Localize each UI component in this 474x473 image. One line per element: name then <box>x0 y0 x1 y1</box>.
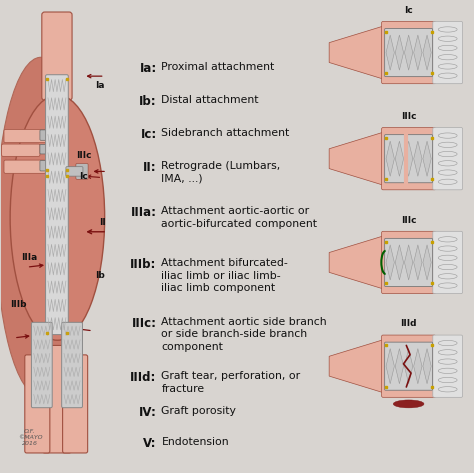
FancyBboxPatch shape <box>384 28 433 77</box>
Polygon shape <box>414 35 422 70</box>
FancyBboxPatch shape <box>384 238 433 287</box>
FancyBboxPatch shape <box>40 145 61 154</box>
Polygon shape <box>386 245 394 280</box>
Ellipse shape <box>0 57 86 397</box>
Polygon shape <box>414 141 422 176</box>
FancyBboxPatch shape <box>4 160 46 173</box>
Text: Attachment aortic-aortic or
aortic-bifurcated component: Attachment aortic-aortic or aortic-bifur… <box>161 206 318 228</box>
Polygon shape <box>423 349 431 384</box>
FancyBboxPatch shape <box>40 160 60 171</box>
Text: IIIc:: IIIc: <box>132 317 156 330</box>
FancyBboxPatch shape <box>382 335 436 397</box>
Polygon shape <box>386 141 394 176</box>
FancyBboxPatch shape <box>40 130 63 140</box>
Text: IIIb:: IIIb: <box>130 258 156 271</box>
FancyBboxPatch shape <box>46 75 68 334</box>
Ellipse shape <box>10 95 105 340</box>
Text: Graft tear, perforation, or
fracture: Graft tear, perforation, or fracture <box>161 371 301 394</box>
Polygon shape <box>404 35 413 70</box>
Text: IIIa:: IIIa: <box>131 206 156 219</box>
Text: IV:: IV: <box>139 406 156 419</box>
Polygon shape <box>404 245 413 280</box>
Polygon shape <box>414 349 422 384</box>
Text: Retrograde (Lumbars,
IMA, ...): Retrograde (Lumbars, IMA, ...) <box>161 161 281 184</box>
Polygon shape <box>404 349 413 384</box>
Polygon shape <box>395 35 403 70</box>
Text: V:: V: <box>143 437 156 450</box>
Polygon shape <box>423 141 431 176</box>
Text: II:: II: <box>143 161 156 174</box>
Polygon shape <box>423 245 431 280</box>
Text: O.F.
©MAYO
2016: O.F. ©MAYO 2016 <box>18 429 42 447</box>
Text: Attachment aortic side branch
or side branch-side branch
component: Attachment aortic side branch or side br… <box>161 317 327 352</box>
Polygon shape <box>386 35 394 70</box>
FancyBboxPatch shape <box>382 21 436 84</box>
FancyBboxPatch shape <box>31 322 52 408</box>
Polygon shape <box>414 245 422 280</box>
FancyBboxPatch shape <box>1 144 40 156</box>
FancyBboxPatch shape <box>384 342 433 390</box>
Text: Ia:: Ia: <box>139 62 156 75</box>
Text: Proximal attachment: Proximal attachment <box>161 62 274 72</box>
Text: Distal attachment: Distal attachment <box>161 95 259 105</box>
FancyBboxPatch shape <box>4 130 47 143</box>
FancyBboxPatch shape <box>384 135 433 183</box>
FancyBboxPatch shape <box>42 12 72 100</box>
Text: Endotension: Endotension <box>161 437 229 447</box>
Text: IIIa: IIIa <box>21 253 37 262</box>
Text: IIIc: IIIc <box>401 216 416 225</box>
Text: Ic: Ic <box>404 6 413 15</box>
Text: II: II <box>99 218 106 227</box>
Text: Sidebranch attachment: Sidebranch attachment <box>161 128 290 138</box>
FancyBboxPatch shape <box>62 322 82 408</box>
Text: Ic: Ic <box>79 172 88 181</box>
FancyBboxPatch shape <box>433 128 463 190</box>
FancyBboxPatch shape <box>433 335 463 397</box>
Text: Ib: Ib <box>95 271 105 280</box>
Text: Attachment bifurcated-
iliac limb or iliac limb-
iliac limb component: Attachment bifurcated- iliac limb or ili… <box>161 258 288 293</box>
Text: IIIc: IIIc <box>401 112 416 121</box>
Polygon shape <box>329 26 383 79</box>
FancyBboxPatch shape <box>43 345 71 453</box>
Polygon shape <box>329 132 383 185</box>
Ellipse shape <box>393 400 424 408</box>
Text: IIId:: IIId: <box>130 371 156 384</box>
Text: IIId: IIId <box>401 319 417 328</box>
FancyBboxPatch shape <box>25 355 50 453</box>
Text: IIIc: IIIc <box>76 151 91 160</box>
FancyBboxPatch shape <box>76 163 88 179</box>
Polygon shape <box>329 340 383 393</box>
Text: Ia: Ia <box>95 81 105 90</box>
Text: IIIb: IIIb <box>10 300 27 309</box>
FancyBboxPatch shape <box>63 355 88 453</box>
Text: Graft porosity: Graft porosity <box>161 406 236 416</box>
Polygon shape <box>395 141 403 176</box>
FancyBboxPatch shape <box>433 231 463 294</box>
Polygon shape <box>404 141 413 176</box>
Polygon shape <box>423 35 431 70</box>
FancyBboxPatch shape <box>433 21 463 84</box>
Polygon shape <box>386 349 394 384</box>
FancyBboxPatch shape <box>382 128 436 190</box>
Polygon shape <box>395 349 403 384</box>
Polygon shape <box>395 245 403 280</box>
FancyBboxPatch shape <box>66 166 83 176</box>
Text: Ic:: Ic: <box>140 128 156 141</box>
FancyBboxPatch shape <box>382 231 436 294</box>
Text: Ib:: Ib: <box>139 95 156 108</box>
Polygon shape <box>329 236 383 289</box>
